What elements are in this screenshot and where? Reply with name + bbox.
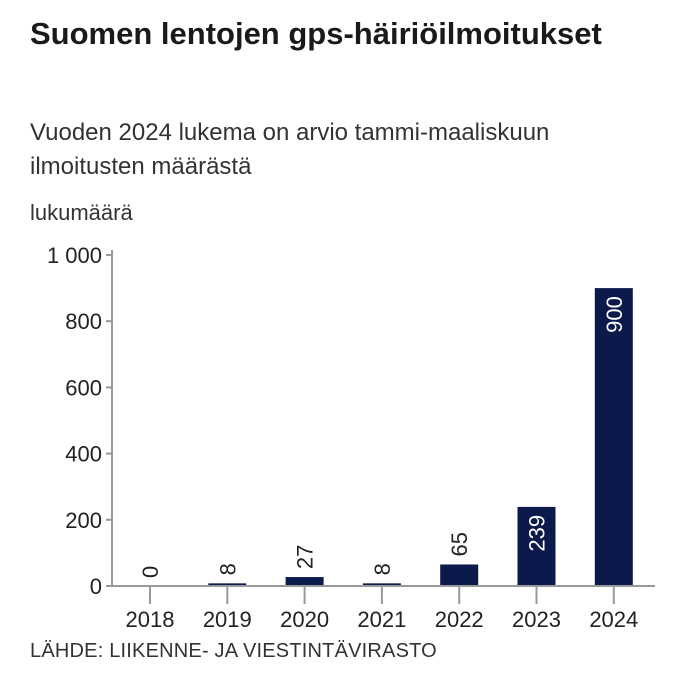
subtitle-line: ilmoitusten määrästä [30, 153, 252, 180]
x-tick-label: 2021 [357, 607, 406, 632]
x-tick-label: 2020 [280, 607, 329, 632]
chart-subtitle: Vuoden 2024 lukema on arvio tammi-maalis… [30, 116, 549, 184]
x-tick-label: 2018 [126, 607, 175, 632]
data-label: 8 [215, 563, 240, 575]
bar [208, 583, 247, 586]
bar [594, 288, 633, 586]
y-tick-label: 600 [65, 375, 102, 400]
data-label: 239 [525, 515, 550, 552]
x-tick-label: 2019 [203, 607, 252, 632]
y-tick-label: 0 [90, 574, 102, 599]
bar [440, 564, 479, 586]
data-label: 65 [447, 532, 472, 556]
y-tick-label: 1 000 [47, 243, 102, 268]
y-tick-label: 400 [65, 442, 102, 467]
data-label: 900 [602, 296, 627, 333]
y-tick-label: 200 [65, 508, 102, 533]
data-label: 27 [293, 545, 318, 569]
source-note: LÄHDE: LIIKENNE- JA VIESTINTÄVIRASTO [30, 640, 437, 662]
y-tick-label: 800 [65, 309, 102, 334]
bar [517, 506, 556, 586]
bar [285, 577, 324, 586]
x-tick-label: 2022 [435, 607, 484, 632]
subtitle-line: Vuoden 2024 lukema on arvio tammi-maalis… [30, 119, 550, 146]
chart-title: Suomen lentojen gps-häiriöilmoitukset [30, 16, 602, 51]
x-tick-label: 2024 [589, 607, 638, 632]
data-label: 0 [138, 566, 163, 578]
y-axis-label: lukumäärä [30, 200, 133, 225]
x-tick-label: 2023 [512, 607, 561, 632]
data-label: 8 [370, 563, 395, 575]
bar [362, 583, 401, 586]
